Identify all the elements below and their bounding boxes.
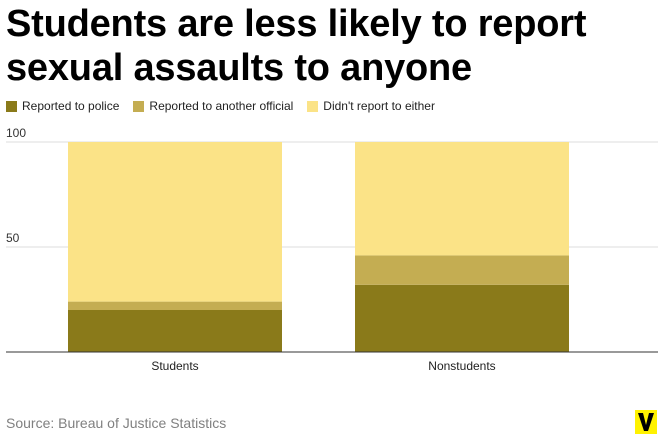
y-axis-ticks: 100 50	[6, 126, 26, 245]
legend-swatch-police	[6, 100, 17, 112]
bar-segment-nonstudents-3	[355, 142, 569, 256]
bar-segment-students-1	[68, 310, 282, 352]
source-note: Source: Bureau of Justice Statistics	[6, 415, 227, 431]
x-axis-labels: Students Nonstudents	[151, 359, 495, 373]
bar-segment-nonstudents-1	[355, 284, 569, 352]
legend-label-neither: Didn't report to either	[323, 99, 435, 113]
bar-segment-students-2	[68, 301, 282, 310]
legend-swatch-neither	[307, 100, 319, 112]
y-tick-label: 50	[6, 231, 20, 245]
legend-item-official: Reported to another official	[133, 99, 293, 113]
x-category-label: Students	[151, 359, 198, 373]
legend-item-police: Reported to police	[6, 99, 119, 113]
stacked-bar-chart: 100 50 Students Nonstudents	[6, 126, 658, 373]
vox-logo-icon	[635, 410, 657, 434]
bar-segment-nonstudents-2	[355, 255, 569, 285]
legend: Reported to police Reported to another o…	[6, 98, 449, 114]
y-tick-label: 100	[6, 126, 26, 140]
legend-label-police: Reported to police	[22, 99, 120, 113]
x-category-label: Nonstudents	[428, 359, 495, 373]
legend-item-neither: Didn't report to either	[307, 99, 435, 113]
chart-title: Students are less likely to report sexua…	[6, 3, 587, 89]
bars	[68, 142, 569, 352]
bar-segment-students-3	[68, 142, 282, 302]
legend-label-official: Reported to another official	[149, 99, 294, 113]
legend-swatch-official	[133, 100, 145, 112]
